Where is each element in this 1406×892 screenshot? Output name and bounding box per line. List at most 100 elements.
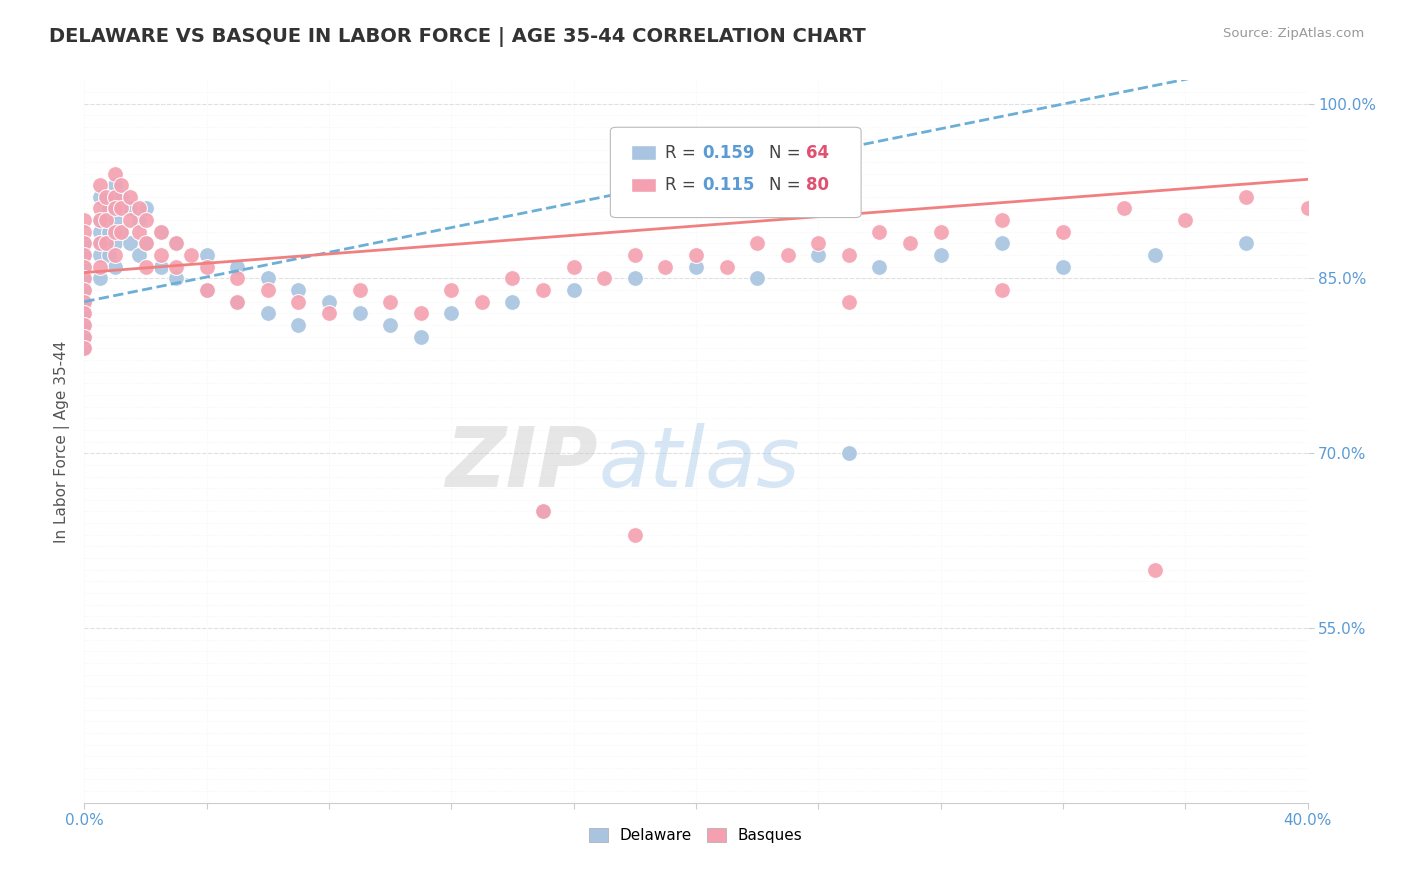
Legend: Delaware, Basques: Delaware, Basques xyxy=(583,822,808,849)
Point xyxy=(502,271,524,285)
Point xyxy=(562,283,585,297)
Point xyxy=(838,446,860,460)
Point xyxy=(287,318,309,332)
Text: 80: 80 xyxy=(806,176,830,194)
Point xyxy=(73,236,96,251)
Point xyxy=(531,504,554,518)
Point xyxy=(898,236,921,251)
Point xyxy=(1114,202,1136,216)
Point xyxy=(135,213,157,227)
Point xyxy=(104,225,127,239)
Point xyxy=(1052,260,1074,274)
Point xyxy=(110,202,132,216)
Point xyxy=(685,260,707,274)
Point xyxy=(471,294,494,309)
Text: N =: N = xyxy=(769,176,806,194)
FancyBboxPatch shape xyxy=(610,128,860,218)
Point xyxy=(120,190,142,204)
Point xyxy=(838,294,860,309)
Point xyxy=(257,283,280,297)
Point xyxy=(318,294,340,309)
Point xyxy=(624,528,647,542)
Point xyxy=(195,283,218,297)
Point xyxy=(73,329,96,343)
Point xyxy=(128,213,150,227)
Point xyxy=(165,236,187,251)
Point xyxy=(94,213,117,227)
Text: R =: R = xyxy=(665,176,702,194)
Point xyxy=(110,190,132,204)
Point xyxy=(89,178,111,193)
Point xyxy=(104,190,127,204)
Point xyxy=(97,225,120,239)
Point xyxy=(104,202,127,216)
Point xyxy=(149,225,172,239)
Point xyxy=(318,306,340,320)
Point xyxy=(120,236,142,251)
Point xyxy=(624,248,647,262)
Point xyxy=(73,260,96,274)
Point xyxy=(531,504,554,518)
Point xyxy=(104,236,127,251)
Point xyxy=(531,283,554,297)
Point xyxy=(165,260,187,274)
Point xyxy=(562,260,585,274)
Point xyxy=(929,225,952,239)
Point xyxy=(440,306,463,320)
Point xyxy=(440,283,463,297)
Text: ZIP: ZIP xyxy=(446,423,598,504)
Point xyxy=(73,271,96,285)
Point xyxy=(180,248,202,262)
Y-axis label: In Labor Force | Age 35-44: In Labor Force | Age 35-44 xyxy=(55,341,70,542)
Point xyxy=(807,248,830,262)
Point xyxy=(195,260,218,274)
Point xyxy=(120,202,142,216)
Text: DELAWARE VS BASQUE IN LABOR FORCE | AGE 35-44 CORRELATION CHART: DELAWARE VS BASQUE IN LABOR FORCE | AGE … xyxy=(49,27,866,46)
Point xyxy=(89,190,111,204)
Point xyxy=(135,202,157,216)
Point xyxy=(1296,202,1319,216)
Point xyxy=(73,283,96,297)
Point xyxy=(89,213,111,227)
Point xyxy=(1358,178,1381,193)
Point xyxy=(73,260,96,274)
Point xyxy=(73,225,96,239)
Point xyxy=(226,260,249,274)
Point xyxy=(869,260,891,274)
Point xyxy=(94,190,117,204)
Point xyxy=(73,213,96,227)
Point xyxy=(97,248,120,262)
Point xyxy=(991,213,1014,227)
Point xyxy=(991,236,1014,251)
Point xyxy=(128,248,150,262)
Point xyxy=(104,260,127,274)
Point xyxy=(89,225,111,239)
Point xyxy=(409,306,432,320)
Point xyxy=(1236,190,1258,204)
Text: Source: ZipAtlas.com: Source: ZipAtlas.com xyxy=(1223,27,1364,40)
Point xyxy=(73,294,96,309)
Point xyxy=(349,283,371,297)
Point xyxy=(135,236,157,251)
Point xyxy=(1236,236,1258,251)
Point xyxy=(110,225,132,239)
Point xyxy=(73,248,96,262)
Point xyxy=(128,225,150,239)
Point xyxy=(149,260,172,274)
Point xyxy=(1143,248,1166,262)
Text: 0.115: 0.115 xyxy=(702,176,755,194)
Point xyxy=(110,178,132,193)
Point xyxy=(226,294,249,309)
Point xyxy=(94,236,117,251)
Point xyxy=(110,225,132,239)
Point xyxy=(685,248,707,262)
Point xyxy=(97,202,120,216)
Point xyxy=(257,306,280,320)
Point xyxy=(716,260,738,274)
Point xyxy=(135,236,157,251)
Point xyxy=(73,283,96,297)
Point xyxy=(89,236,111,251)
Point xyxy=(1052,225,1074,239)
Point xyxy=(409,329,432,343)
Point xyxy=(1143,563,1166,577)
